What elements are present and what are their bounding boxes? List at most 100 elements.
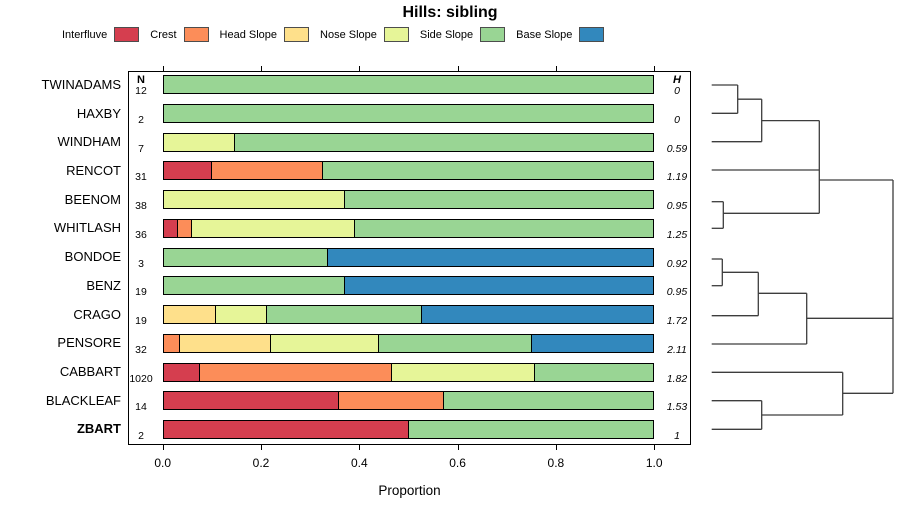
row-h-value: 1 <box>674 429 680 442</box>
row-label: TWINADAMS <box>41 76 121 92</box>
row-n-value: 7 <box>138 142 144 155</box>
x-axis-tick-top <box>359 66 361 71</box>
legend-label: Crest <box>150 28 177 41</box>
row-label: BONDOE <box>64 249 121 265</box>
stacked-bar-haxby <box>162 104 655 124</box>
row-h-value: 2.11 <box>667 343 687 356</box>
bar-segment-side-slope <box>534 363 654 381</box>
row-h-value: 1.19 <box>666 171 688 184</box>
x-axis-tick-label: 0.4 <box>350 456 368 470</box>
bar-segment-nose-slope <box>215 306 267 324</box>
x-axis-tick-label: 0.0 <box>154 456 172 470</box>
stacked-bar-windham <box>162 132 655 152</box>
row-n-value: 31 <box>135 171 147 184</box>
stacked-bar-whitlash <box>162 218 655 238</box>
legend-item-head-slope: Head Slope <box>220 27 310 42</box>
x-axis-tick-top <box>457 66 459 71</box>
bar-segment-nose-slope <box>163 191 344 209</box>
row-n-value: 1020 <box>129 372 153 385</box>
legend-label: Interfluve <box>62 28 108 41</box>
n-column-header: N <box>137 74 145 86</box>
row-n-value: 19 <box>135 286 147 299</box>
row-label: ZBART <box>76 421 121 437</box>
bar-segment-side-slope <box>163 105 654 123</box>
row-label: WHITLASH <box>53 220 121 236</box>
bar-segment-side-slope <box>163 76 654 94</box>
bar-segment-interfluve <box>163 363 199 381</box>
bar-segment-crest <box>211 162 322 180</box>
row-n-value: 32 <box>135 343 147 356</box>
bar-segment-crest <box>198 363 391 381</box>
x-axis-tick-label: 0.2 <box>252 456 270 470</box>
x-axis-tick-top <box>261 66 263 71</box>
row-label: BENZ <box>86 277 121 293</box>
row-h-value: 1.25 <box>666 228 688 241</box>
row-n-value: 2 <box>138 429 144 442</box>
bar-segment-side-slope <box>163 248 327 266</box>
legend-item-side-slope: Side Slope <box>420 27 506 42</box>
bar-segment-nose-slope <box>390 363 535 381</box>
bar-segment-interfluve <box>163 219 178 237</box>
row-h-value: 0.59 <box>666 142 688 155</box>
stacked-bar-benz <box>162 276 655 296</box>
bar-segment-side-slope <box>266 306 422 324</box>
bar-segment-nose-slope <box>270 334 378 352</box>
plot-box <box>128 71 691 445</box>
row-label: RENCOT <box>66 162 121 178</box>
row-h-value: 0.95 <box>666 286 688 299</box>
x-axis-tick-top <box>555 66 558 71</box>
stacked-bar-zbart <box>162 419 655 439</box>
legend-item-crest: Crest <box>150 27 209 42</box>
bar-segment-side-slope <box>163 277 344 295</box>
row-n-value: 12 <box>135 85 147 98</box>
row-h-value: 1.53 <box>666 401 688 414</box>
legend-swatch-icon <box>383 27 409 42</box>
row-h-value: 1.72 <box>666 315 688 328</box>
x-axis-tick <box>555 445 558 450</box>
legend-swatch-icon <box>579 27 605 42</box>
legend-item-nose-slope: Nose Slope <box>320 27 409 42</box>
x-axis-tick <box>162 445 164 450</box>
bar-segment-head-slope <box>178 334 271 352</box>
stacked-bar-beenom <box>162 190 655 210</box>
bar-segment-base-slope <box>326 248 654 266</box>
legend-label: Nose Slope <box>320 28 377 41</box>
x-axis-title: Proportion <box>378 483 441 498</box>
stacked-bar-twinadams <box>162 75 655 95</box>
stacked-bar-bondoe <box>162 247 655 267</box>
row-label: CRAGO <box>73 306 121 322</box>
row-label: CABBART <box>59 364 121 379</box>
legend-item-interfluve: Interfluve <box>62 27 140 42</box>
bar-segment-crest <box>163 334 179 352</box>
legend-item-base-slope: Base Slope <box>516 27 605 42</box>
legend-swatch-icon <box>183 27 209 42</box>
bar-segment-interfluve <box>163 392 339 410</box>
row-n-value: 36 <box>135 228 147 241</box>
x-axis-tick-top <box>162 66 164 71</box>
stacked-bar-cabbart <box>162 362 655 382</box>
x-axis-tick <box>261 445 263 450</box>
stacked-bar-blackleaf <box>162 391 655 411</box>
bar-segment-side-slope <box>233 133 654 151</box>
row-h-value: 0 <box>674 85 680 98</box>
row-label: HAXBY <box>76 105 121 121</box>
bar-segment-crest <box>177 219 192 237</box>
legend-label: Base Slope <box>516 28 573 41</box>
row-n-value: 3 <box>138 257 144 270</box>
row-label: PENSORE <box>57 335 121 351</box>
row-h-value: 0 <box>674 114 680 127</box>
bar-segment-side-slope <box>354 219 654 237</box>
row-n-value: 14 <box>135 401 147 414</box>
bar-segment-interfluve <box>163 162 212 180</box>
bar-segment-base-slope <box>530 334 654 352</box>
x-axis-tick <box>654 445 656 450</box>
x-axis-tick <box>457 445 459 450</box>
row-h-value: 0.92 <box>666 257 688 270</box>
row-h-value: 1.82 <box>666 372 688 385</box>
row-h-value: 0.95 <box>666 200 688 213</box>
bar-segment-side-slope <box>408 420 654 438</box>
bar-segment-side-slope <box>343 191 654 209</box>
x-axis-tick-label: 0.6 <box>449 456 466 470</box>
bar-segment-base-slope <box>343 277 654 295</box>
row-label: BEENOM <box>64 191 121 207</box>
